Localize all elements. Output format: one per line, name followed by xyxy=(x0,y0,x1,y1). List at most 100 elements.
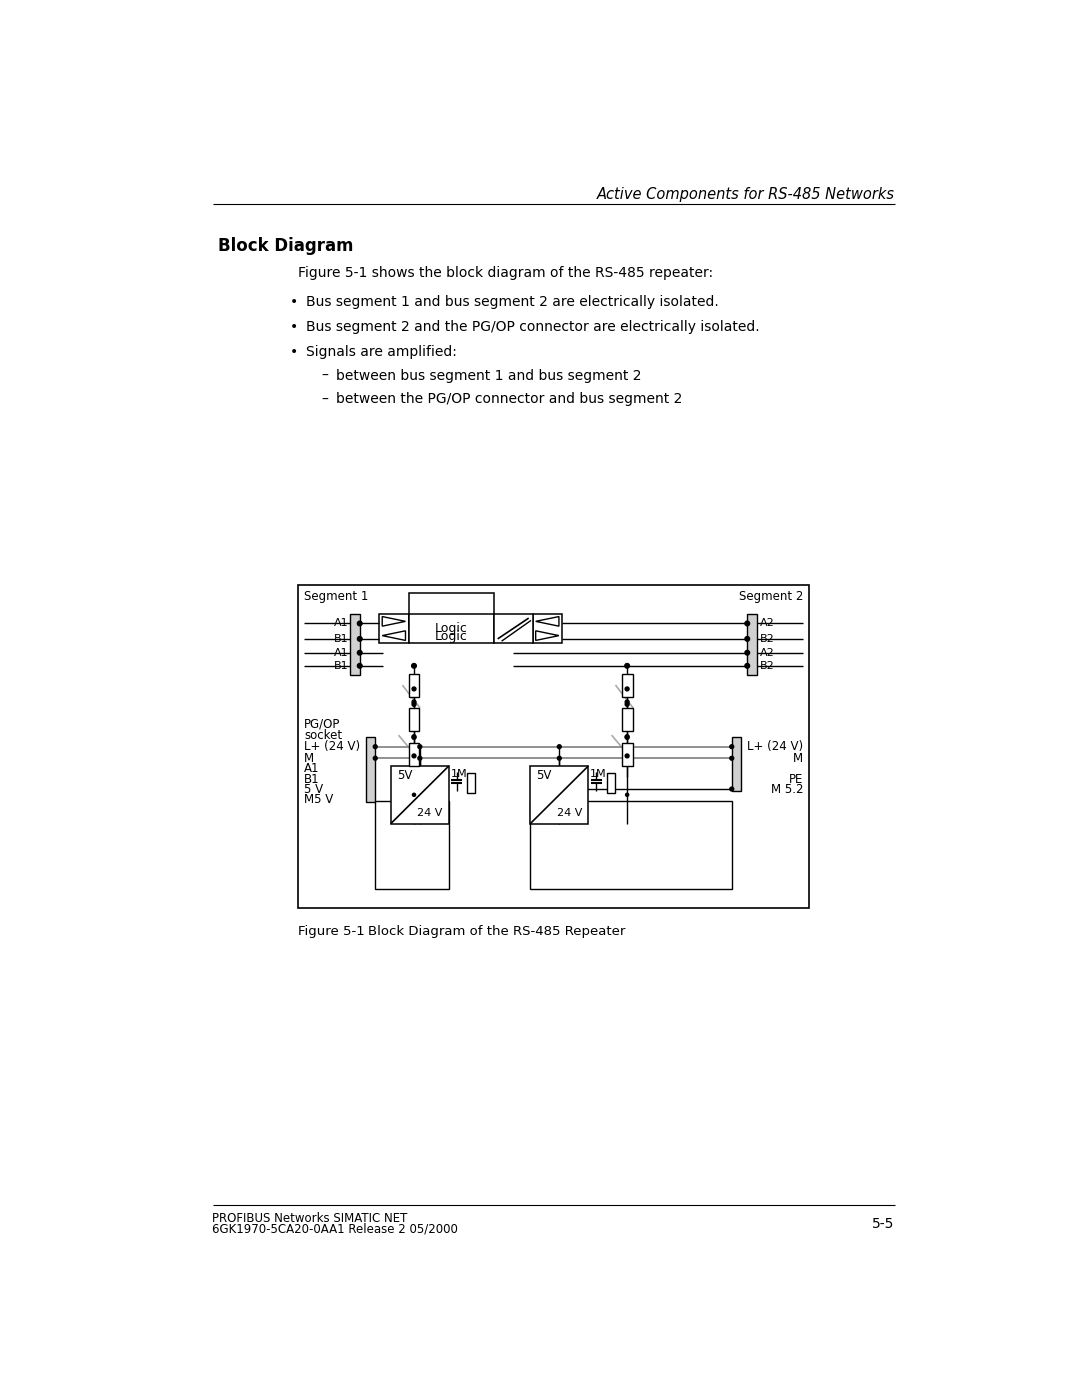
Text: between bus segment 1 and bus segment 2: between bus segment 1 and bus segment 2 xyxy=(337,369,642,383)
Text: PE: PE xyxy=(788,773,804,785)
Bar xyxy=(366,738,375,802)
Bar xyxy=(350,615,360,675)
Text: Figure 5-1 shows the block diagram of the RS-485 repeater:: Figure 5-1 shows the block diagram of th… xyxy=(298,267,713,281)
Text: B1: B1 xyxy=(334,661,348,671)
Text: M5 V: M5 V xyxy=(303,793,334,806)
Bar xyxy=(468,774,475,793)
Circle shape xyxy=(413,700,416,704)
Text: L+ (24 V): L+ (24 V) xyxy=(747,740,804,753)
Bar xyxy=(622,743,633,766)
Text: Block Diagram of the RS-485 Repeater: Block Diagram of the RS-485 Repeater xyxy=(367,925,625,937)
Text: •: • xyxy=(291,295,298,309)
Circle shape xyxy=(413,703,416,707)
Circle shape xyxy=(557,756,562,760)
Text: –: – xyxy=(321,369,328,383)
Text: Block Diagram: Block Diagram xyxy=(218,237,353,256)
Bar xyxy=(530,800,732,888)
Circle shape xyxy=(625,687,629,692)
Circle shape xyxy=(625,735,629,739)
Text: Bus segment 1 and bus segment 2 are electrically isolated.: Bus segment 1 and bus segment 2 are elec… xyxy=(306,295,718,309)
Circle shape xyxy=(745,637,750,641)
Bar xyxy=(622,708,633,731)
Text: 5V: 5V xyxy=(537,768,552,782)
Text: 24 V: 24 V xyxy=(557,807,582,817)
Text: 6GK1970-5CA20-0AA1 Release 2 05/2000: 6GK1970-5CA20-0AA1 Release 2 05/2000 xyxy=(213,1222,458,1236)
Bar xyxy=(622,673,633,697)
Circle shape xyxy=(374,756,377,760)
Bar xyxy=(408,615,494,643)
Text: A2: A2 xyxy=(759,648,774,658)
Text: 1M: 1M xyxy=(450,768,467,778)
Bar xyxy=(494,615,532,643)
Bar xyxy=(408,594,494,624)
Text: Active Components for RS-485 Networks: Active Components for RS-485 Networks xyxy=(596,187,894,203)
Circle shape xyxy=(413,754,416,757)
Circle shape xyxy=(413,793,416,796)
Bar xyxy=(607,774,615,793)
Text: •: • xyxy=(291,345,298,359)
Text: 5-5: 5-5 xyxy=(873,1217,894,1231)
Bar xyxy=(747,615,757,675)
Circle shape xyxy=(745,651,750,655)
Text: socket: socket xyxy=(303,729,342,742)
Circle shape xyxy=(413,735,416,739)
Text: between the PG/OP connector and bus segment 2: between the PG/OP connector and bus segm… xyxy=(337,393,683,407)
Circle shape xyxy=(625,703,629,707)
Circle shape xyxy=(357,651,362,655)
Text: Segment 2: Segment 2 xyxy=(739,590,804,604)
Text: A2: A2 xyxy=(759,619,774,629)
Circle shape xyxy=(745,622,750,626)
Circle shape xyxy=(413,735,416,739)
Circle shape xyxy=(730,787,733,791)
Text: Signals are amplified:: Signals are amplified: xyxy=(306,345,457,359)
Text: Bus segment 2 and the PG/OP connector are electrically isolated.: Bus segment 2 and the PG/OP connector ar… xyxy=(306,320,759,334)
Bar xyxy=(530,766,589,824)
Text: A1: A1 xyxy=(303,761,320,775)
Text: Segment 1: Segment 1 xyxy=(303,590,368,604)
Text: Logic: Logic xyxy=(435,630,468,643)
Text: B1: B1 xyxy=(334,634,348,644)
Text: M: M xyxy=(793,752,804,764)
Text: B2: B2 xyxy=(759,661,774,671)
Circle shape xyxy=(357,637,362,641)
Circle shape xyxy=(730,745,733,749)
Circle shape xyxy=(557,745,562,749)
Circle shape xyxy=(411,664,416,668)
Text: •: • xyxy=(291,320,298,334)
Text: M: M xyxy=(303,752,314,764)
Bar xyxy=(532,615,562,643)
Bar xyxy=(408,708,419,731)
Circle shape xyxy=(357,664,362,668)
Text: B2: B2 xyxy=(759,634,774,644)
Text: 5V: 5V xyxy=(397,768,413,782)
Bar xyxy=(732,738,741,791)
Circle shape xyxy=(730,756,733,760)
Bar xyxy=(391,766,449,824)
Text: M 5.2: M 5.2 xyxy=(770,782,804,795)
Text: PG/OP: PG/OP xyxy=(303,717,340,731)
Circle shape xyxy=(625,700,629,704)
Circle shape xyxy=(625,735,629,739)
Bar xyxy=(298,585,809,908)
Circle shape xyxy=(625,793,629,796)
Circle shape xyxy=(413,687,416,692)
Text: Figure 5-1: Figure 5-1 xyxy=(298,925,365,937)
Circle shape xyxy=(625,664,630,668)
Text: PROFIBUS Networks SIMATIC NET: PROFIBUS Networks SIMATIC NET xyxy=(213,1213,408,1225)
Bar xyxy=(375,800,449,888)
Text: 1M: 1M xyxy=(590,768,607,778)
Text: –: – xyxy=(321,393,328,407)
Text: A1: A1 xyxy=(334,619,348,629)
Text: A1: A1 xyxy=(334,648,348,658)
Text: L+ (24 V): L+ (24 V) xyxy=(303,740,360,753)
Bar xyxy=(408,743,419,766)
Circle shape xyxy=(418,745,422,749)
Text: 5 V: 5 V xyxy=(303,782,323,795)
Text: Logic: Logic xyxy=(435,622,468,636)
Circle shape xyxy=(374,745,377,749)
Circle shape xyxy=(418,756,422,760)
Circle shape xyxy=(745,664,750,668)
Bar xyxy=(379,615,408,643)
Circle shape xyxy=(357,622,362,626)
Circle shape xyxy=(625,754,629,757)
